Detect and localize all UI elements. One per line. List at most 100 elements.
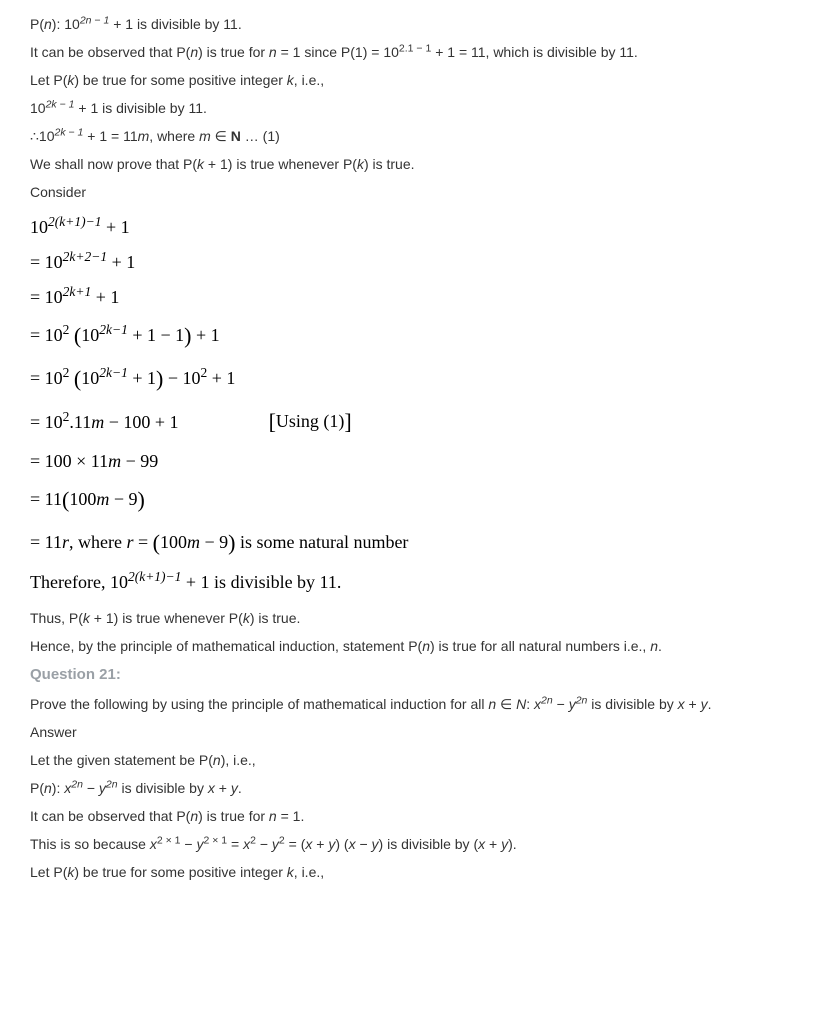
text: This is so because <box>30 836 150 852</box>
proof-line-1: P(n): 102n − 1 + 1 is divisible by 11. <box>30 10 787 38</box>
text: ∈ <box>496 696 516 712</box>
set-N: N <box>231 128 241 144</box>
var-n: n <box>44 780 52 796</box>
text: = 1 since P(1) = 10 <box>277 44 399 60</box>
text: Hence, by the principle of mathematical … <box>30 638 422 654</box>
var-n: n <box>213 752 221 768</box>
math-step-6: = 102.11m − 100 + 1 [Using (1)] <box>30 401 787 444</box>
math-step-1: 102(k+1)−1 + 1 <box>30 210 787 245</box>
math-step-4: = 102 (102k−1 + 1 − 1) + 1 <box>30 315 787 358</box>
proof-line-7: Consider <box>30 178 787 206</box>
text: ∴10 <box>30 128 54 144</box>
text: We shall now prove that P( <box>30 156 197 172</box>
math-step-8: = 11(100m − 9) <box>30 479 787 522</box>
proof-line-5: ∴102k − 1 + 1 = 11m, where m ∈ N … (1) <box>30 122 787 150</box>
document-body: P(n): 102n − 1 + 1 is divisible by 11. I… <box>0 0 817 906</box>
text: + 1) is true whenever P( <box>90 610 243 626</box>
text: = 1. <box>277 808 305 824</box>
proof-line-3: Let P( k) be true for some positive integ… <box>30 66 787 94</box>
superscript: 2k − 1 <box>46 98 75 110</box>
var-n: n <box>44 16 52 32</box>
q21-line-5: This is so because x2 × 1 − y2 × 1 = x2 … <box>30 830 787 858</box>
var-y: y <box>272 836 279 852</box>
text: ): 10 <box>52 16 80 32</box>
var-n: n <box>269 44 277 60</box>
math-step-9: = 11r, where r = (100m − 9) is some natu… <box>30 522 787 565</box>
text: , i.e., <box>294 864 324 880</box>
var-x: x <box>678 696 685 712</box>
var-y: y <box>231 780 238 796</box>
superscript: 2k − 1 <box>54 126 83 138</box>
text: ) is true for all natural numbers i.e., <box>430 638 650 654</box>
text: Let P( <box>30 72 67 88</box>
math-step-2: = 102k+2−1 + 1 <box>30 245 787 280</box>
text: … (1) <box>241 128 280 144</box>
text: + 1 = 11 <box>83 128 137 144</box>
text: + <box>685 696 701 712</box>
text: , where <box>149 128 199 144</box>
var-x: x <box>349 836 356 852</box>
answer-label: Answer <box>30 718 787 746</box>
var-k: k <box>287 72 294 88</box>
text: + 1 is divisible by 11. <box>74 100 206 116</box>
var-n: n <box>650 638 658 654</box>
text: It can be observed that P( <box>30 808 190 824</box>
proof-line-6: We shall now prove that P(k + 1) is true… <box>30 150 787 178</box>
text: ) is true for <box>198 808 269 824</box>
text: ) ( <box>335 836 348 852</box>
text: 10 <box>30 100 46 116</box>
var-m: m <box>199 128 211 144</box>
text: + 1 is divisible by 11. <box>109 16 241 32</box>
text: + 1) is true whenever P( <box>204 156 357 172</box>
text: − <box>256 836 272 852</box>
q21-line-3: P(n): x2n − y2n is divisible by x + y. <box>30 774 787 802</box>
q21-line-6: Let P(k) be true for some positive integ… <box>30 858 787 886</box>
var-m: m <box>138 128 150 144</box>
text: : <box>526 696 534 712</box>
q21-line-4: It can be observed that P(n) is true for… <box>30 802 787 830</box>
var-n: n <box>269 808 277 824</box>
text: . <box>708 696 712 712</box>
var-y: y <box>372 836 379 852</box>
text: , i.e., <box>294 72 324 88</box>
text: ). <box>508 836 517 852</box>
text: ): <box>52 780 64 796</box>
text: . <box>238 780 242 796</box>
text: + <box>312 836 328 852</box>
text: ) be true for some positive integer <box>74 864 286 880</box>
var-x: x <box>534 696 541 712</box>
text: . <box>658 638 662 654</box>
q21-line-2: Let the given statement be P(n), i.e., <box>30 746 787 774</box>
text: ∈ <box>211 128 231 144</box>
math-step-10: Therefore, 102(k+1)−1 + 1 is divisible b… <box>30 565 787 600</box>
text: = ( <box>285 836 306 852</box>
text: P( <box>30 16 44 32</box>
text: ) is true. <box>364 156 415 172</box>
text: ) is true for <box>198 44 269 60</box>
math-step-3: = 102k+1 + 1 <box>30 280 787 315</box>
text: + <box>485 836 501 852</box>
question-heading: Question 21: <box>30 660 787 690</box>
var-n: n <box>190 808 198 824</box>
proof-line-9: Hence, by the principle of mathematical … <box>30 632 787 660</box>
superscript: 2n − 1 <box>80 14 110 26</box>
math-derivation: 102(k+1)−1 + 1 = 102k+2−1 + 1 = 102k+1 +… <box>30 210 787 600</box>
text: − <box>553 696 569 712</box>
text: − <box>83 780 99 796</box>
text: Prove the following by using the princip… <box>30 696 488 712</box>
text: = <box>227 836 243 852</box>
text: It can be observed that P( <box>30 44 190 60</box>
var-x: x <box>150 836 157 852</box>
var-n: n <box>190 44 198 60</box>
var-k: k <box>197 156 204 172</box>
text: ) is true. <box>250 610 301 626</box>
text: − <box>356 836 372 852</box>
text: + <box>215 780 231 796</box>
math-step-7: = 100 × 11m − 99 <box>30 444 787 479</box>
var-k: k <box>357 156 364 172</box>
text: ) be true for some positive integer <box>74 72 286 88</box>
math-step-5: = 102 (102k−1 + 1) − 102 + 1 <box>30 358 787 401</box>
text: ), i.e., <box>221 752 256 768</box>
text: is divisible by <box>587 696 677 712</box>
var-n: n <box>422 638 430 654</box>
